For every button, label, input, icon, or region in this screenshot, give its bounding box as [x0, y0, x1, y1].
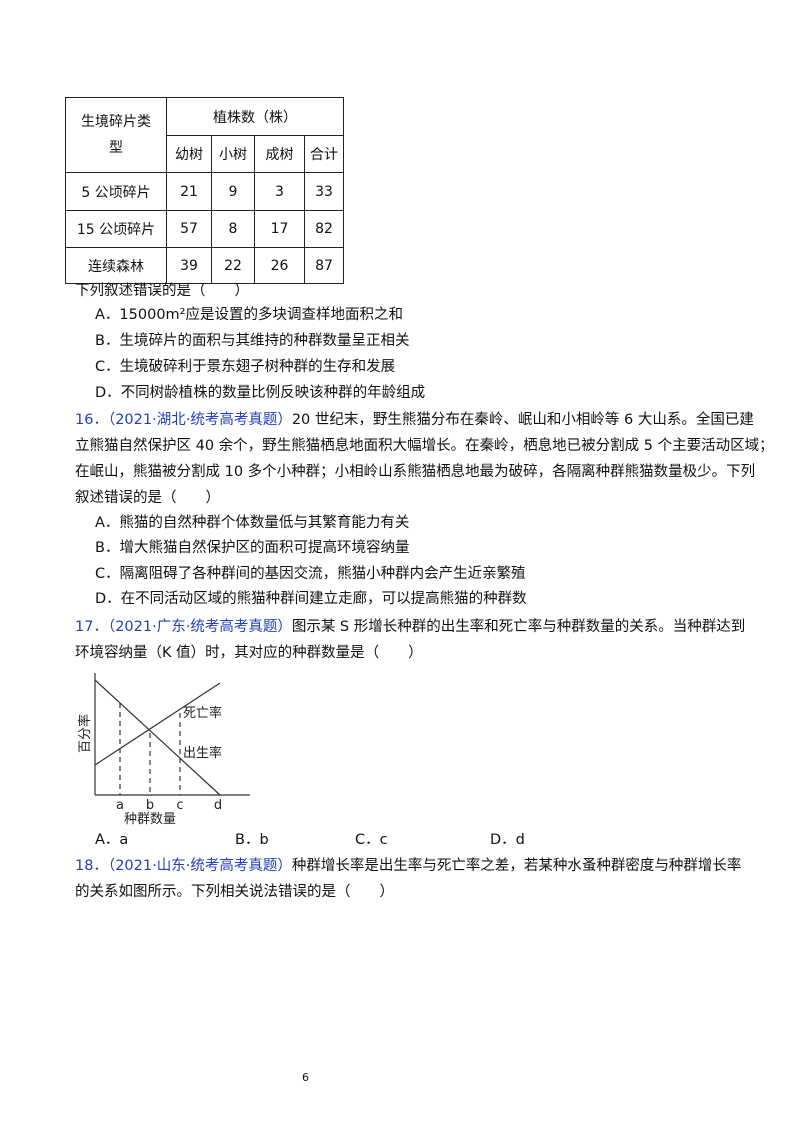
question-source: （2021·广东·统考高考真题）: [107, 619, 292, 635]
cell: 82: [304, 210, 344, 248]
point-label: a: [116, 798, 124, 813]
point-label: d: [214, 798, 222, 813]
question-stem: 下列叙述错误的是（ ）: [75, 283, 249, 299]
question-source: （2021·湖北·统考高考真题）: [107, 412, 292, 428]
group-header: 植株数（株）: [166, 97, 344, 136]
column-header: 成树: [254, 135, 305, 173]
birth-label: 出生率: [183, 745, 222, 761]
cell: 5 公顷碎片: [65, 172, 167, 211]
death-label: 死亡率: [183, 705, 222, 721]
question-stem: 叙述错误的是（ ）: [75, 490, 220, 506]
option: A．15000m²应是设置的多块调查样地面积之和: [95, 307, 403, 323]
death-line: [94, 682, 221, 766]
option: B．b: [235, 832, 269, 848]
option: A．熊猫的自然种群个体数量低与其繁育能力有关: [95, 515, 410, 531]
option: A．a: [95, 832, 129, 848]
birth-line: [94, 679, 221, 796]
question-line: 16．（2021·湖北·统考高考真题）20 世纪末，野生熊猫分布在秦岭、岷山和小…: [75, 410, 754, 430]
x-label: 种群数量: [124, 812, 176, 827]
question-line: 18．（2021·山东·统考高考真题）种群增长率是出生率与死亡率之差，若某种水蚤…: [75, 856, 741, 876]
cell: 8: [211, 210, 255, 248]
option: C．c: [355, 832, 388, 848]
row-label-header: 生境碎片类型: [65, 97, 167, 173]
cell: 57: [166, 210, 212, 248]
point-label: c: [176, 798, 183, 813]
question-number: 18．: [75, 858, 108, 874]
option: C．隔离阻碍了各种群间的基因交流，熊猫小种群内会产生近亲繁殖: [95, 566, 526, 582]
cell: 17: [254, 210, 305, 248]
question-line: 17．（2021·广东·统考高考真题）图示某 S 形增长种群的出生率和死亡率与种…: [75, 617, 745, 637]
question-stem: 立熊猫自然保护区 40 余个，野生熊猫栖息地面积大幅增长。在秦岭，栖息地已被分割…: [75, 438, 774, 454]
cell: 生境碎片类型: [81, 114, 151, 156]
data-table: 生境碎片类型 植株数（株） 幼树 小树 成树 合计 5 公顷碎片 21 9 3 33 1…: [65, 97, 344, 284]
cell: 39: [166, 247, 212, 284]
cell: 3: [254, 172, 305, 211]
cell: 21: [166, 172, 212, 211]
option: B．增大熊猫自然保护区的面积可提高环境容纳量: [95, 540, 410, 556]
page-number: 6: [302, 1071, 309, 1084]
cell: 33: [304, 172, 344, 211]
option: D．d: [490, 832, 525, 848]
column-header: 幼树: [166, 135, 212, 173]
question-number: 17．: [75, 619, 108, 635]
question-stem: 种群增长率是出生率与死亡率之差，若某种水蚤种群密度与种群增长率: [291, 858, 742, 874]
question-stem: 图示某 S 形增长种群的出生率和死亡率与种群数量的关系。当种群达到: [291, 619, 746, 635]
cell: 15 公顷碎片: [65, 210, 167, 248]
cell: 26: [254, 247, 305, 284]
question-stem: 的关系如图所示。下列相关说法错误的是（ ）: [75, 884, 394, 900]
option: D．在不同活动区域的熊猫种群间建立走廊，可以提高熊猫的种群数: [95, 591, 527, 607]
figure: 死亡率 出生率 百分率 a b c d 种群数量: [77, 673, 250, 827]
y-label: 百分率: [77, 714, 93, 753]
question-stem: 环境容纳量（K 值）时，其对应的种群数量是（ ）: [75, 645, 423, 661]
question-stem: 在岷山，熊猫被分割成 10 多个小种群；小相岭山系熊猫栖息地最为破碎，各隔离种群…: [75, 464, 756, 480]
question-source: （2021·山东·统考高考真题）: [107, 858, 292, 874]
column-header: 合计: [304, 135, 344, 173]
cell: 9: [211, 172, 255, 211]
column-header: 小树: [211, 135, 255, 173]
option: D．不同树龄植株的数量比例反映该种群的年龄组成: [95, 385, 426, 401]
option: C．生境破碎利于景东翅子树种群的生存和发展: [95, 359, 396, 375]
cell: 87: [304, 247, 344, 284]
question-stem: 20 世纪末，野生熊猫分布在秦岭、岷山和小相岭等 6 大山系。全国已建: [291, 412, 754, 428]
question-number: 16．: [75, 412, 108, 428]
point-label: b: [146, 798, 154, 813]
cell: 连续森林: [65, 247, 167, 284]
cell: 22: [211, 247, 255, 284]
option: B．生境碎片的面积与其维持的种群数量呈正相关: [95, 333, 410, 349]
